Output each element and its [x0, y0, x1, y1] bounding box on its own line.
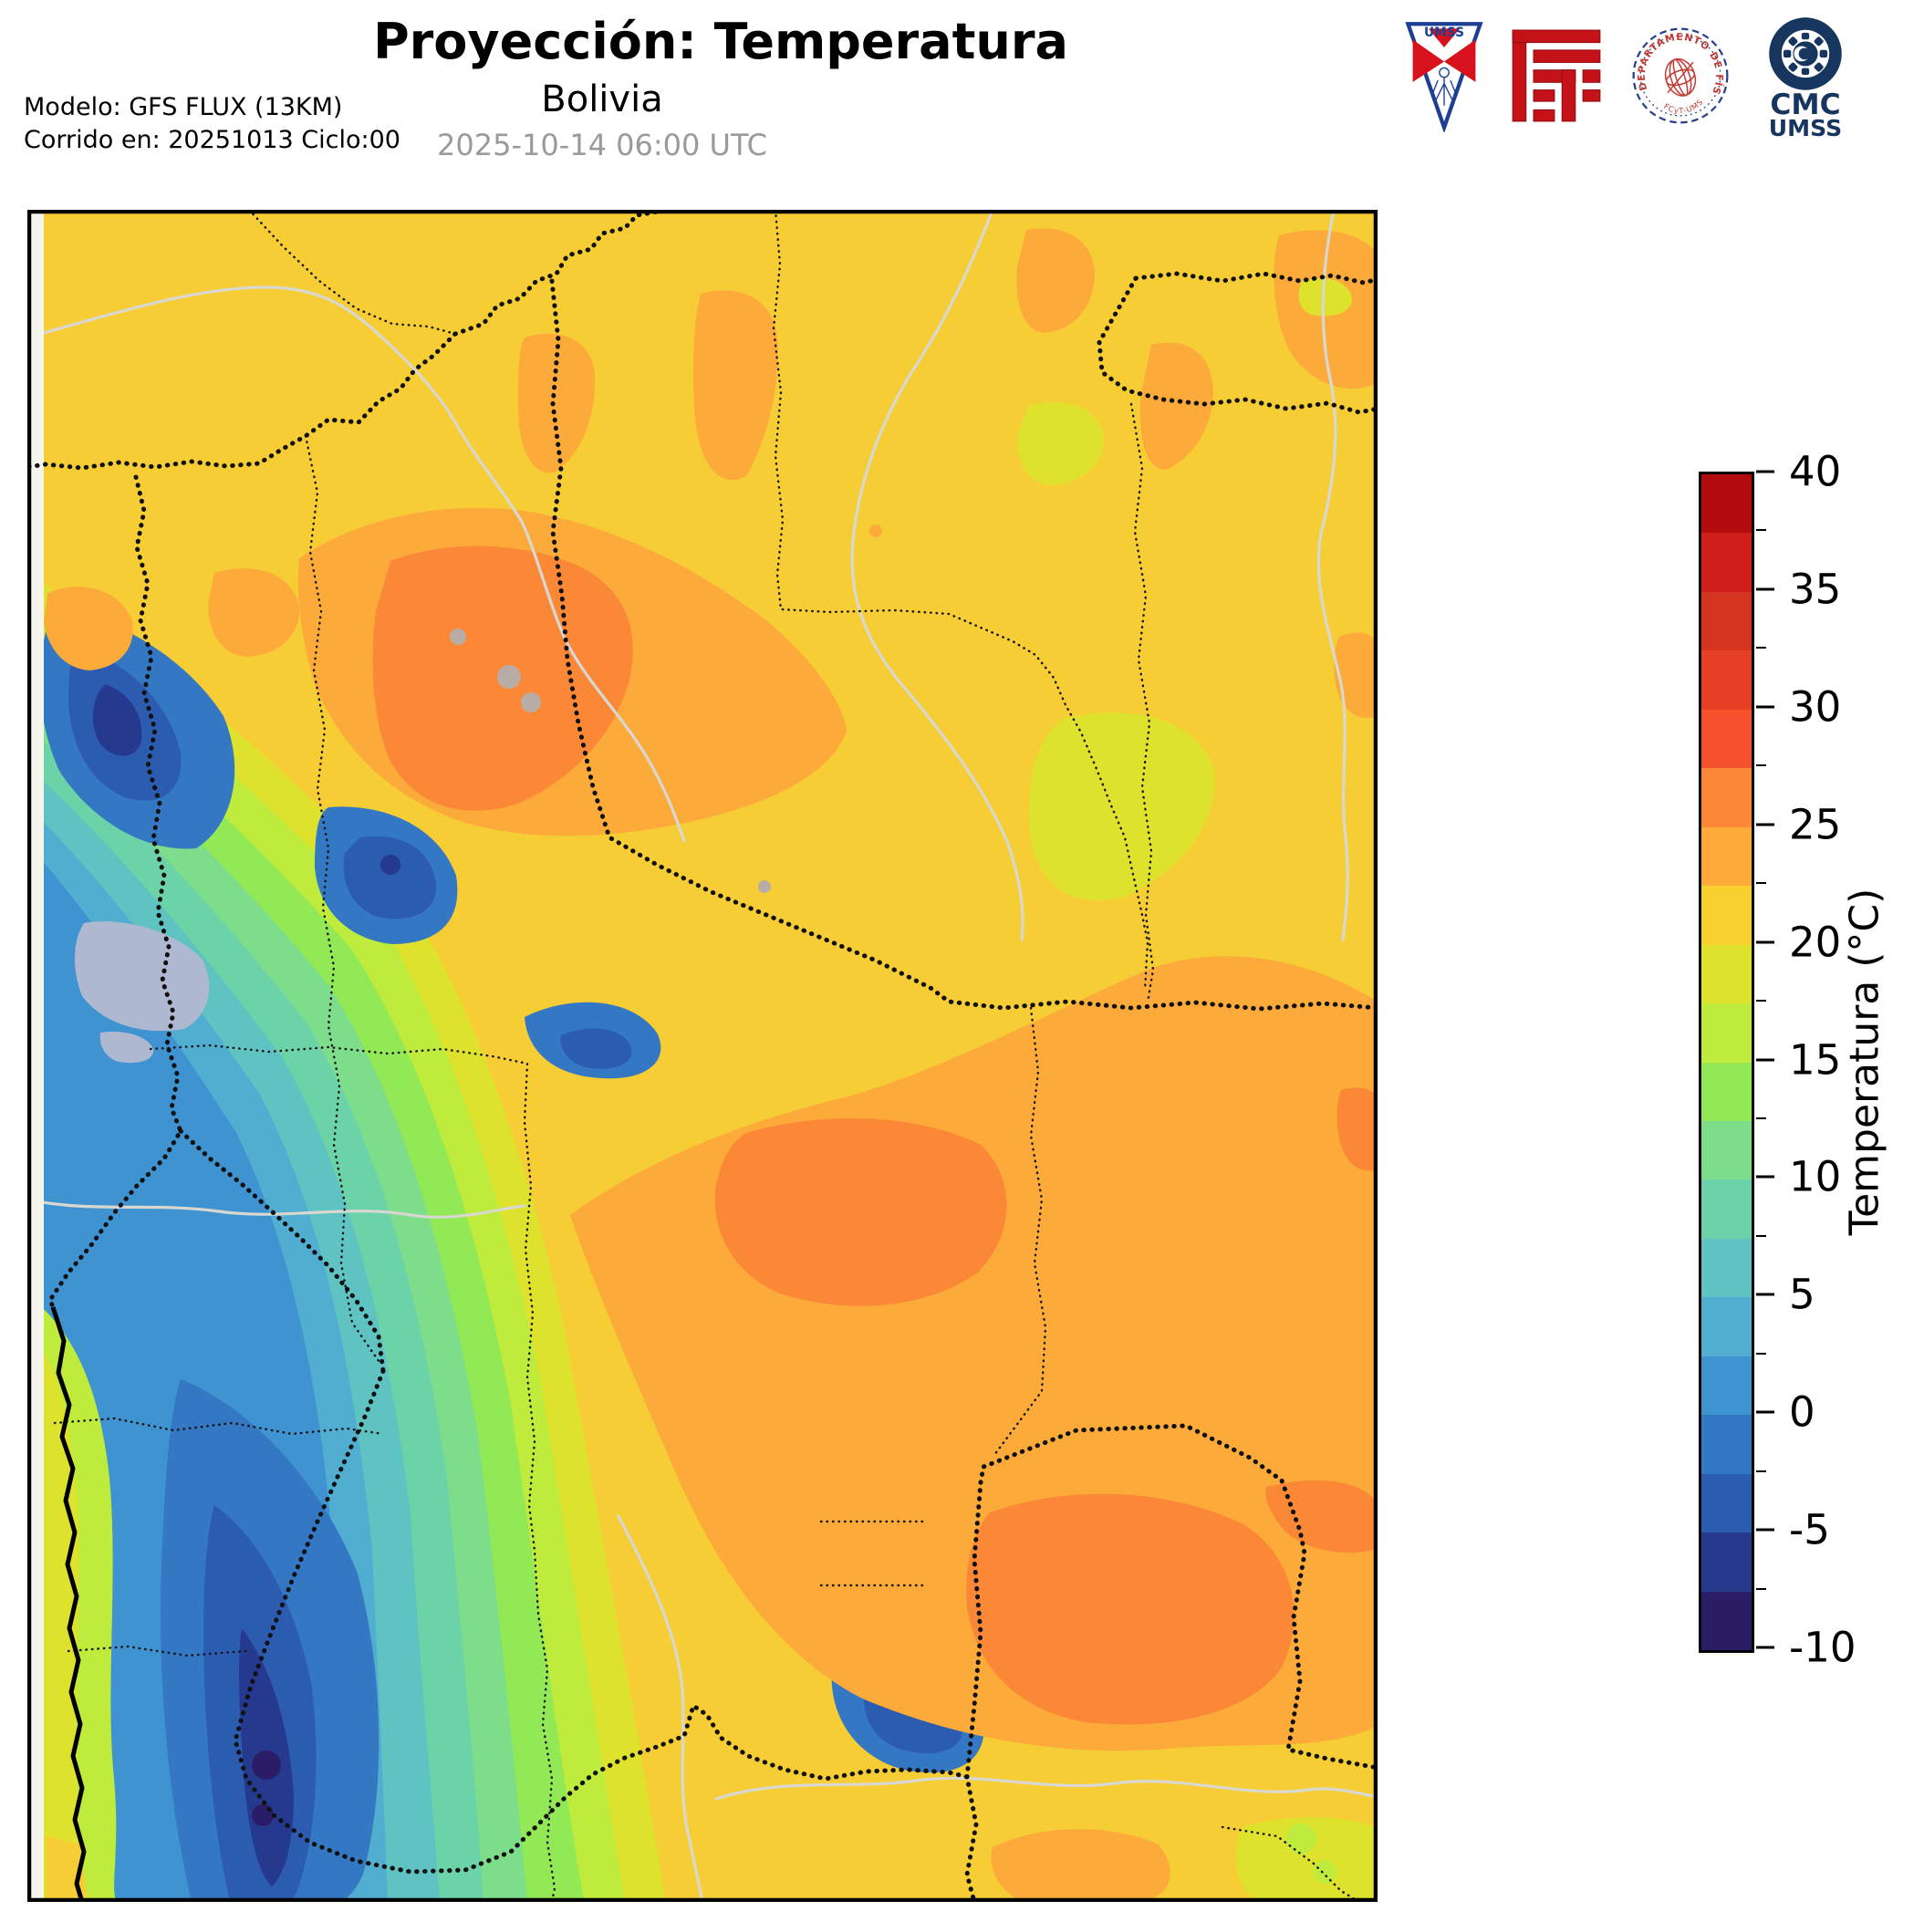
colorbar	[1699, 472, 1754, 1653]
colorbar-tick-label: 35	[1789, 565, 1842, 614]
colorbar-segment	[1701, 1532, 1752, 1592]
colorbar-tick-label: 0	[1789, 1387, 1815, 1437]
forecast-datetime: 2025-10-14 06:00 UTC	[437, 128, 767, 162]
coastline	[50, 1306, 87, 1902]
lake-titicaca	[74, 921, 210, 1064]
model-name: Modelo: GFS FLUX (13KM)	[24, 93, 343, 121]
colorbar-minor-tick	[1756, 1470, 1766, 1472]
temperature-field-hot-cores	[372, 545, 1378, 1725]
country-borders	[27, 210, 1378, 1902]
colorbar-tick-label: 20	[1789, 918, 1842, 967]
colorbar-tick-label: 5	[1789, 1270, 1815, 1319]
colorbar-minor-tick	[1756, 529, 1766, 532]
colorbar-minor-tick	[1756, 1587, 1766, 1590]
colorbar-segment	[1701, 1356, 1752, 1416]
colorbar-tick-label: 40	[1789, 447, 1842, 496]
colorbar-major-tick	[1756, 1058, 1774, 1061]
colorbar-major-tick	[1756, 1293, 1774, 1296]
colorbar-tick-label: 30	[1789, 682, 1842, 732]
model-info: Modelo: GFS FLUX (13KM) Corrido en: 2025…	[24, 91, 400, 157]
department-borders	[53, 210, 1361, 1902]
colorbar-minor-tick	[1756, 764, 1766, 767]
page-subtitle: Bolivia	[541, 78, 663, 120]
colorbar-segment	[1701, 709, 1752, 769]
colorbar-segment	[1701, 1062, 1752, 1121]
colorbar-segment	[1701, 650, 1752, 710]
colorbar-segment	[1701, 474, 1752, 534]
colorbar-major-tick	[1756, 1528, 1774, 1532]
colorbar-label: Temperatura (°C)	[1841, 888, 1888, 1236]
colorbar-segment	[1701, 1415, 1752, 1474]
cmc-umss-icon: CMC UMSS	[1769, 17, 1842, 138]
colorbar-ticks: 40 35 30 25 20 15 10 5 0 -5 -10	[1756, 448, 1920, 1672]
cmc-label-top: CMC	[1770, 88, 1840, 121]
colorbar-major-tick	[1756, 823, 1774, 826]
colorbar-segment	[1701, 1297, 1752, 1356]
logo-row: UMSS	[1405, 16, 1898, 138]
colorbar-tick-label: -5	[1789, 1505, 1830, 1554]
colorbar-minor-tick	[1756, 882, 1766, 885]
colorbar-minor-tick	[1756, 1352, 1766, 1355]
colorbar-segment	[1701, 1120, 1752, 1180]
model-run: Corrido en: 20251013 Ciclo:00	[24, 126, 400, 154]
colorbar-segment	[1701, 1238, 1752, 1298]
map-frame	[27, 210, 1378, 1902]
fisica-stamp-icon: DEPARTAMENTO DE FÍSICA FCyT-UMSS	[1629, 23, 1729, 124]
colorbar-major-tick	[1756, 705, 1774, 709]
colorbar-major-tick	[1756, 1175, 1774, 1179]
colorbar-minor-tick	[1756, 1234, 1766, 1237]
colorbar-segment	[1701, 1473, 1752, 1533]
colorbar-tick-label: 25	[1789, 800, 1842, 849]
colorbar-major-tick	[1756, 587, 1774, 591]
cmc-label-bottom: UMSS	[1769, 115, 1842, 138]
colorbar-segment	[1701, 533, 1752, 592]
page-title: Proyección: Temperatura	[373, 13, 1068, 70]
colorbar-segment	[1701, 591, 1752, 651]
colorbar-tick-label: 15	[1789, 1035, 1842, 1084]
colorbar-major-tick	[1756, 470, 1774, 473]
bolivia-temperature-map	[27, 210, 1378, 1902]
salt-flat-patches	[450, 628, 771, 893]
colorbar-tick-label: 10	[1789, 1152, 1842, 1201]
colorbar-segment	[1701, 886, 1752, 945]
rivers	[27, 210, 1378, 1902]
colorbar-segment	[1701, 1179, 1752, 1239]
map-canvas	[27, 210, 1378, 1902]
west-nodata-strip	[27, 210, 44, 1902]
colorbar-tick-label: -10	[1789, 1623, 1856, 1672]
colorbar-major-tick	[1756, 1646, 1774, 1649]
colorbar-minor-tick	[1756, 1117, 1766, 1119]
umss-shield-label: UMSS	[1424, 26, 1464, 40]
colorbar-minor-tick	[1756, 647, 1766, 649]
colorbar-segment	[1701, 1003, 1752, 1063]
colorbar-segment	[1701, 768, 1752, 827]
umss-shield-icon: UMSS	[1405, 22, 1483, 132]
colorbar-major-tick	[1756, 1410, 1774, 1414]
colorbar-segment	[1701, 826, 1752, 887]
colorbar-major-tick	[1756, 940, 1774, 944]
temperature-field-green-pockets	[1017, 278, 1378, 1902]
colorbar-minor-tick	[1756, 1000, 1766, 1002]
colorbar-segment	[1701, 944, 1752, 1004]
colorbar-segment	[1701, 1591, 1752, 1651]
fcyt-maze-icon	[1512, 29, 1601, 122]
